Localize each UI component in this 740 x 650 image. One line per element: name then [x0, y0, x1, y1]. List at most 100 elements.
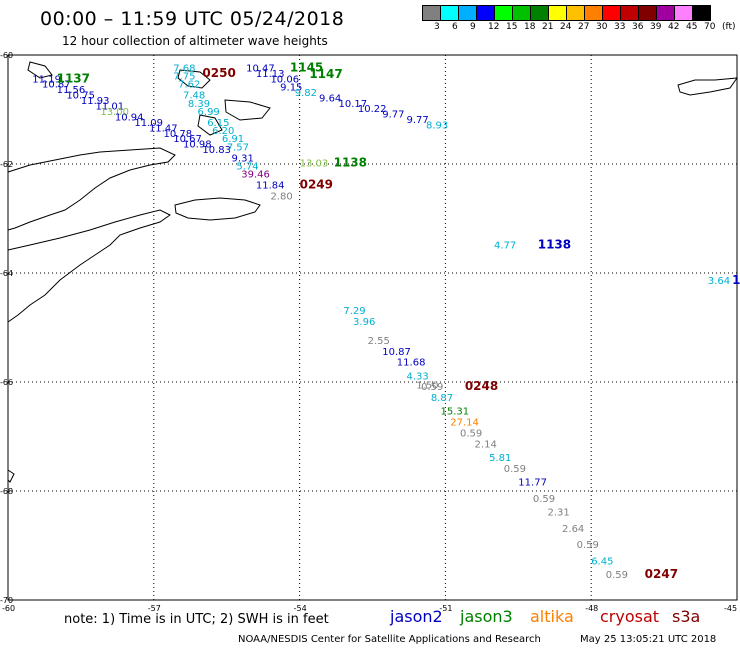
wave-height-value: 10.75: [66, 91, 95, 102]
latitude-label: -66: [0, 378, 13, 387]
latitude-label: -68: [0, 487, 13, 496]
wave-height-value: 6.91: [222, 134, 244, 145]
longitude-label: -51: [439, 604, 452, 613]
wave-height-value: 0.59: [577, 540, 599, 551]
wave-height-value: 2.55: [368, 336, 390, 347]
wave-height-value: 5.81: [489, 453, 511, 464]
legend-tick: 3: [434, 22, 440, 32]
wave-height-value: 10.98: [183, 140, 212, 151]
wave-height-value: 3.96: [353, 317, 375, 328]
longitude-label: -48: [585, 604, 598, 613]
latitude-label: -64: [0, 269, 13, 278]
wave-height-value: 11.93: [81, 96, 110, 107]
map-note: note: 1) Time is in UTC; 2) SWH is in fe…: [64, 612, 329, 627]
wave-height-value: 6.15: [207, 118, 229, 129]
satellite-legend-altika: altika: [530, 607, 574, 626]
wave-height-value: 11.47: [149, 123, 178, 134]
wave-height-value: 2.31: [547, 508, 569, 519]
wave-height-value: 6.20: [212, 126, 234, 137]
legend-tick: 42: [668, 22, 680, 32]
longitude-label: -60: [2, 604, 15, 613]
pass-time-label: 1145: [290, 60, 323, 74]
wave-height-observations: 11.1910.8711.5610.7511.9311.0113.0010.94…: [32, 63, 730, 581]
wave-height-value: 10.06: [270, 74, 299, 85]
longitude-label: -57: [148, 604, 161, 613]
wave-height-value: 7.62: [178, 80, 200, 91]
pass-time-label: 1: [732, 273, 740, 287]
wave-height-value: 9.15: [280, 82, 302, 93]
wave-height-value: 2.80: [270, 191, 292, 202]
wave-height-value: 9.31: [232, 153, 254, 164]
legend-tick: 6: [452, 22, 458, 32]
wave-height-value: 6.45: [591, 557, 613, 568]
wave-height-value: 6.99: [198, 107, 220, 118]
wave-height-value: 2.64: [562, 524, 584, 535]
wave-height-value: 10.94: [115, 112, 144, 123]
legend-tick: 21: [542, 22, 554, 32]
longitude-label: -54: [294, 604, 307, 613]
legend-swatch: [692, 5, 711, 21]
legend-tick: 39: [650, 22, 662, 32]
map-frame: [7, 54, 738, 601]
legend-tick-labels: 3 6 9 12 15 18 21 24 27 30 33 36 39 42 45 70 (ft): [422, 22, 740, 34]
wave-height-value: 0.59: [421, 382, 443, 393]
wave-height-value: 10.67: [173, 134, 202, 145]
satellite-legend-s3a: s3a: [672, 607, 701, 626]
wave-height-value: 10.22: [358, 104, 387, 115]
legend-tick: 45: [686, 22, 698, 32]
legend-tick: 15: [506, 22, 518, 32]
latitude-label: -60: [0, 51, 13, 60]
wave-height-value: 4.33: [407, 371, 429, 382]
wave-height-value: 13.03: [300, 159, 329, 170]
wave-height-value: 7.29: [343, 306, 365, 317]
wave-height-value: 27.14: [450, 418, 479, 429]
wave-height-value: 9.64: [319, 93, 341, 104]
pass-time-label: 1138: [538, 237, 571, 251]
wave-height-value: 0.59: [460, 429, 482, 440]
satellite-legend-jason3: jason3: [460, 607, 513, 626]
wave-height-value: 11.68: [397, 358, 426, 369]
wave-height-value: 1.50: [416, 381, 438, 392]
wave-height-value: 0.59: [504, 464, 526, 475]
pass-time-label: 0247: [645, 567, 678, 581]
longitude-labels: -60 -57 -54 -51 -48 -45: [2, 604, 737, 613]
pass-time-label: 1137: [57, 71, 90, 85]
wave-height-value: 11.13: [256, 69, 285, 80]
wave-height-value: 3.64: [708, 276, 730, 287]
satellite-legend-cryosat: cryosat: [600, 607, 660, 626]
legend-tick: 9: [470, 22, 476, 32]
legend-tick: 27: [578, 22, 590, 32]
footer-credit: NOAA/NESDIS Center for Satellite Applica…: [238, 634, 541, 645]
wave-height-value: 10.83: [202, 145, 231, 156]
wave-height-value: 7.68: [173, 63, 195, 74]
pass-time-label: 0250: [202, 66, 235, 80]
wave-height-value: 15.31: [441, 407, 470, 418]
wave-height-value: 5.74: [236, 161, 258, 172]
legend-color-bar: [422, 5, 711, 21]
wave-height-value: 11.19: [32, 74, 61, 85]
wave-height-value: 9.77: [407, 115, 429, 126]
wave-height-value: 0.59: [533, 494, 555, 505]
wave-height-value: 8.93: [426, 121, 448, 132]
legend-tick: 18: [524, 22, 536, 32]
latitude-labels: -60 -62 -64 -66 -68 -70: [0, 51, 13, 605]
wave-height-value: 10.78: [164, 129, 193, 140]
wave-height-value: 2.14: [475, 439, 497, 450]
coastline: [7, 61, 739, 483]
wave-height-value: 11.09: [134, 118, 163, 129]
wave-height-value: 10.87: [382, 347, 411, 358]
legend-tick: 24: [560, 22, 572, 32]
wave-height-value: 10.87: [42, 80, 71, 91]
wave-height-value: 10.17: [338, 99, 367, 110]
wave-height-value: 11.84: [256, 181, 285, 192]
wave-height-value: 39.46: [241, 170, 270, 181]
map-title: 00:00 – 11:59 UTC 05/24/2018: [40, 8, 345, 30]
wave-height-value: 10.47: [246, 63, 275, 74]
wave-height-value: 11.77: [518, 478, 547, 489]
wave-height-value: 8.87: [431, 393, 453, 404]
wave-height-value: 9.82: [295, 88, 317, 99]
wave-height-value: 7.57: [227, 142, 249, 153]
wave-height-value: 13.00: [100, 107, 129, 118]
